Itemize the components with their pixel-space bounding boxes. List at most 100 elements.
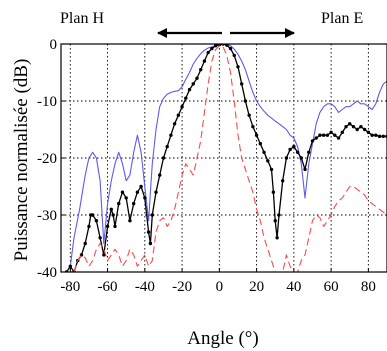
series-point-black [184,96,188,100]
y-tick-label: 0 [50,37,58,53]
series-point-black [113,224,117,229]
series-point-black [303,167,307,172]
series-point-black [243,99,248,103]
series-point-black [266,159,270,163]
series-point-black [351,124,356,129]
series-point-black [176,113,181,117]
x-tick-label: 0 [216,279,224,295]
series-point-black [236,65,240,69]
y-tick-label: -10 [37,94,57,110]
series-point-black [225,44,229,47]
series-point-black [150,213,154,217]
series-point-black [348,122,352,126]
series-line-blue [69,44,387,267]
series-point-black [195,76,199,80]
series-point-black [213,44,218,48]
series-point-black [206,50,210,55]
series-point-black [191,82,195,86]
series-point-black [210,46,214,51]
series-point-black [154,190,158,194]
x-tick-label: -20 [172,279,192,295]
series-point-black [318,133,322,137]
series-point-black [117,201,121,206]
x-tick-label: 40 [286,279,301,295]
series-point-black [374,133,378,137]
x-tick-label: -60 [98,279,118,295]
series-point-black [280,179,285,183]
series-point-black [90,213,95,217]
series-point-black [277,213,281,217]
series-line-black [66,44,387,272]
series-point-black [359,124,363,129]
series-point-black [148,241,153,246]
series-point-black [340,130,344,135]
series-point-black [321,133,326,137]
series-point-black [111,213,115,217]
y-tick-label: -40 [37,265,57,281]
series-point-black [169,133,173,137]
series-point-black [135,190,140,194]
series-point-black [295,150,300,154]
series-point-black [370,133,374,137]
series-point-black [299,156,304,160]
x-tick-label: 20 [249,279,264,295]
series-point-black [228,46,233,51]
series-point-black [239,82,244,86]
series-point-black [139,184,143,189]
series-point-black [128,219,132,223]
series-point-black [68,264,73,268]
plan-e-label: Plan E [321,10,363,27]
series-point-black [172,122,177,126]
series-point-black [254,133,259,137]
series-point-black [158,173,162,177]
series-point-black [161,156,166,160]
series-point-black [333,133,337,137]
series-point-black [232,53,236,58]
y-tick-label: -20 [37,151,57,167]
series-point-black [271,190,276,194]
series-point-black [310,139,315,143]
series-point-black [284,156,289,160]
series-point-black [275,236,279,240]
series-point-black [109,207,113,211]
series-point-black [102,253,106,257]
ticks: -80 -60 -40 -20 0 20 40 60 80 0 -10 -20 -30 -40 [37,37,376,295]
series-point-black [143,196,147,200]
series-point-black [273,219,277,223]
series-point-black [251,124,255,129]
series-point-black [292,144,296,149]
series-point-black [202,59,207,63]
x-tick-label: -40 [135,279,155,295]
series-point-black [105,224,110,229]
series-point-black [314,136,318,140]
series-point-black [199,67,203,72]
series-point-black [258,142,263,146]
series-point-black [165,144,169,149]
y-tick-label: -30 [37,208,57,224]
series-point-black [94,219,99,223]
series-point-black [355,127,359,132]
series-point-black [131,201,136,206]
series-point-black [262,150,266,154]
series-point-black [120,190,125,194]
series-point-black [362,127,367,132]
series-point-black [344,124,348,129]
series-point-black [269,167,274,172]
y-axis-title: Puissance normalisée (dB) [11,59,32,262]
series-point-black [377,134,382,139]
series-point-black [98,236,102,240]
series-point-black [87,224,91,229]
series-point-black [329,130,333,135]
series-point-black [336,136,341,140]
series-point-black [146,230,151,234]
series-point-black [83,241,87,246]
grid [61,43,387,273]
series-point-black [381,134,385,139]
series-point-black [366,130,371,135]
series-point-black [180,105,184,109]
x-axis-title: Angle (°) [187,328,258,349]
series-point-black [247,113,251,117]
series-line-red [73,45,387,272]
series-point-black [288,147,292,152]
plan-h-label: Plan H [60,10,104,27]
